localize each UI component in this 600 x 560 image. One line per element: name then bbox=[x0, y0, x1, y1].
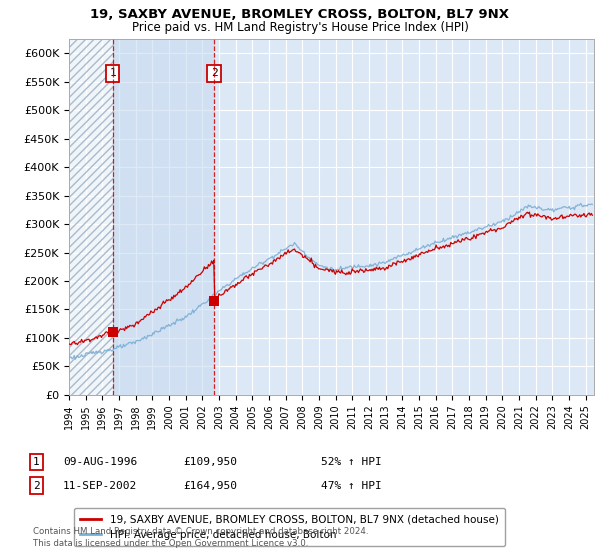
Text: 52% ↑ HPI: 52% ↑ HPI bbox=[321, 457, 382, 467]
Text: 2: 2 bbox=[211, 68, 218, 78]
Text: 11-SEP-2002: 11-SEP-2002 bbox=[63, 480, 137, 491]
Text: Price paid vs. HM Land Registry's House Price Index (HPI): Price paid vs. HM Land Registry's House … bbox=[131, 21, 469, 34]
Text: 09-AUG-1996: 09-AUG-1996 bbox=[63, 457, 137, 467]
Legend: 19, SAXBY AVENUE, BROMLEY CROSS, BOLTON, BL7 9NX (detached house), HPI: Average : 19, SAXBY AVENUE, BROMLEY CROSS, BOLTON,… bbox=[74, 508, 505, 546]
Text: 1: 1 bbox=[109, 68, 116, 78]
Text: 1: 1 bbox=[33, 457, 40, 467]
Bar bbox=[113, 39, 214, 395]
Text: 47% ↑ HPI: 47% ↑ HPI bbox=[321, 480, 382, 491]
Text: £164,950: £164,950 bbox=[183, 480, 237, 491]
Text: 19, SAXBY AVENUE, BROMLEY CROSS, BOLTON, BL7 9NX: 19, SAXBY AVENUE, BROMLEY CROSS, BOLTON,… bbox=[91, 8, 509, 21]
Text: 2: 2 bbox=[33, 480, 40, 491]
Text: £109,950: £109,950 bbox=[183, 457, 237, 467]
Text: Contains HM Land Registry data © Crown copyright and database right 2024.
This d: Contains HM Land Registry data © Crown c… bbox=[33, 527, 368, 548]
